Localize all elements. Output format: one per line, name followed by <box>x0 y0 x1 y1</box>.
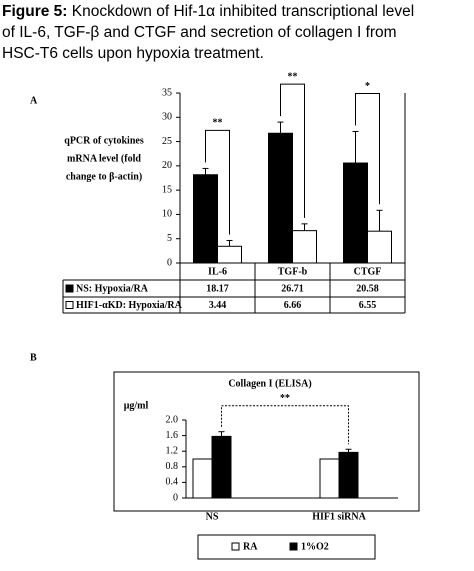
legend-swatch <box>289 542 298 551</box>
bar <box>217 245 242 264</box>
caption-label: Figure 5: <box>2 3 67 20</box>
table-value: 20.58 <box>356 283 379 294</box>
significance-bracket <box>221 405 349 445</box>
legend-swatch <box>231 542 240 551</box>
y-tick-label: 35 <box>162 87 172 98</box>
caption-line: of IL-6, TGF-β and CTGF and secretion of… <box>2 24 397 41</box>
y-tick-label: 25 <box>162 136 172 147</box>
y-tick-label: 5 <box>167 233 172 244</box>
table-value: 3.44 <box>209 300 227 311</box>
y-tick-label: 30 <box>162 112 172 123</box>
panel-label: A <box>30 95 38 106</box>
x-tick-label: IL-6 <box>208 266 227 277</box>
error-bar <box>277 121 284 134</box>
significance-label: ** <box>213 118 223 129</box>
y-tick-label: 10 <box>162 209 172 220</box>
y-axis-label: qPCR of cytokines <box>64 135 144 146</box>
error-bar <box>226 239 233 247</box>
y-tick-label: 0 <box>167 257 172 268</box>
caption-line: HSC-T6 cells upon hypoxia treatment. <box>2 45 264 62</box>
x-tick-label: NS <box>206 511 219 522</box>
y-tick-label: 15 <box>162 184 172 195</box>
x-tick-label: TGF-b <box>278 266 308 277</box>
x-tick-label: CTGF <box>354 266 382 277</box>
table-value: 6.55 <box>359 300 377 311</box>
legend-label: NS: Hypoxia/RA <box>76 283 149 294</box>
error-bar <box>376 209 383 232</box>
y-tick-label: 2.0 <box>166 414 179 425</box>
table-value: 26.71 <box>281 283 304 294</box>
bar <box>343 162 368 264</box>
legend-label: RA <box>243 541 258 552</box>
caption-line: Figure 5: Knockdown of Hif-1α inhibited … <box>2 3 414 20</box>
legend-label: 1%O2 <box>301 541 329 552</box>
significance-bracket <box>205 129 230 235</box>
x-tick-label: HIF1 siRNA <box>312 511 366 522</box>
table-value: 18.17 <box>206 283 229 294</box>
error-bar <box>202 167 209 175</box>
bar <box>367 230 392 264</box>
table-value: 6.66 <box>284 300 302 311</box>
error-bar <box>218 431 225 437</box>
y-axis-label: change to β-actin) <box>66 171 142 182</box>
bar <box>268 132 293 264</box>
significance-label: ** <box>280 393 290 404</box>
y-tick-label: 0.8 <box>166 461 179 472</box>
bar <box>319 458 340 499</box>
error-bar <box>345 448 352 453</box>
bar <box>292 230 317 264</box>
y-axis-label: μg/ml <box>124 400 149 411</box>
bar <box>192 458 213 499</box>
error-bar <box>301 223 308 231</box>
bar <box>211 435 232 499</box>
y-tick-label: 0.4 <box>166 477 179 488</box>
caption-text: Knockdown of Hif-1α inhibited transcript… <box>72 3 414 20</box>
significance-label: * <box>365 81 370 92</box>
significance-bracket <box>355 92 380 205</box>
significance-bracket <box>280 83 305 218</box>
significance-label: ** <box>288 71 298 82</box>
legend-swatch <box>65 284 74 293</box>
panel-b-frame <box>113 371 420 512</box>
bar <box>193 174 218 264</box>
y-tick-label: 20 <box>162 160 172 171</box>
y-tick-label: 1.6 <box>166 430 179 441</box>
y-axis-label: mRNA level (fold <box>67 153 141 164</box>
legend-swatch <box>65 301 74 309</box>
legend-label: HIF1-αKD: Hypoxia/RA <box>76 300 183 311</box>
y-tick-label: 0 <box>173 492 178 503</box>
panel-label: B <box>30 352 37 363</box>
legend-box <box>197 534 376 560</box>
chart-title: Collagen I (ELISA) <box>228 378 311 389</box>
error-bar <box>352 130 359 164</box>
y-tick-label: 1.2 <box>166 445 179 456</box>
bar <box>338 451 359 499</box>
